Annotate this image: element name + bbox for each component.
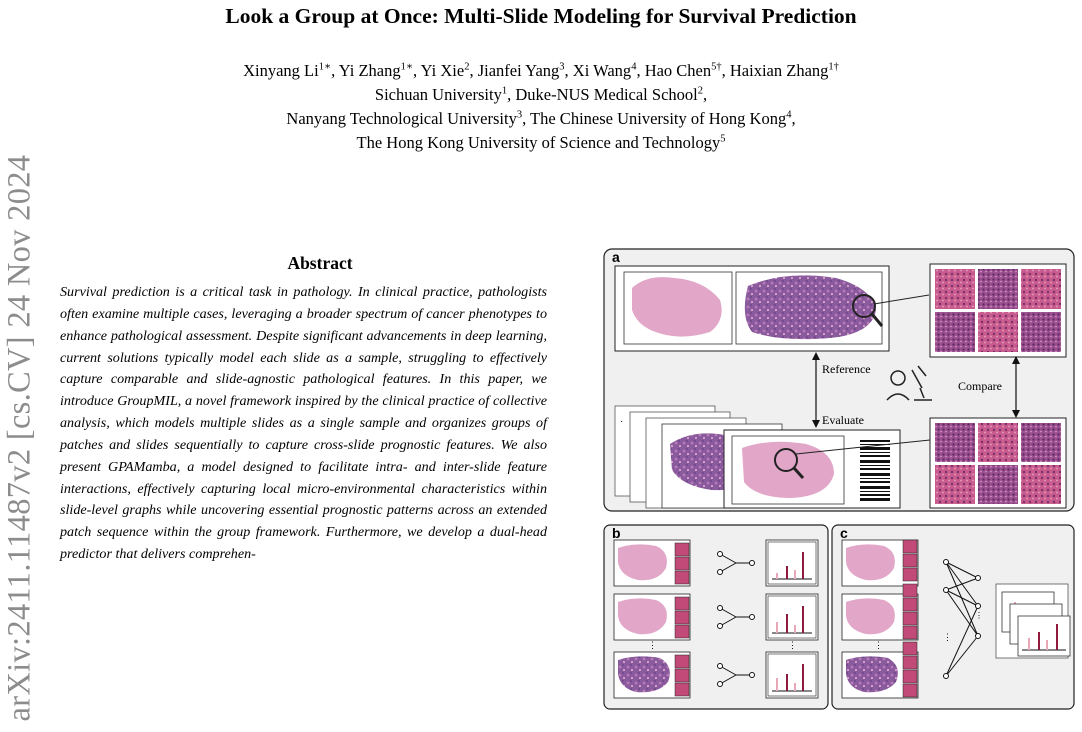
- overview-figure: a ··· Reference Evaluate: [603, 248, 1075, 710]
- affiliation-line-2: Nanyang Technological University3, The C…: [286, 109, 796, 128]
- affiliation-name-sup: 1: [501, 85, 508, 97]
- authors-line: Xinyang Li1∗, Yi Zhang1∗, Yi Xie2, Jianf…: [243, 61, 839, 80]
- arxiv-watermark[interactable]: arXiv:2411.11487v2 [cs.CV] 24 Nov 2024: [1, 154, 38, 722]
- affiliation-name: Duke-NUS Medical School: [515, 85, 698, 104]
- stacked-prediction-charts: [995, 583, 1071, 659]
- cross-slide-network: [943, 559, 981, 679]
- patch-grid-bottom: [935, 423, 1061, 504]
- author-name-sup: 1∗: [400, 61, 413, 73]
- svg-text:⋮: ⋮: [943, 632, 952, 642]
- panel-b-row-3: [613, 651, 819, 699]
- author-name-sup: 3: [559, 61, 565, 73]
- author-name: Yi Zhang: [338, 61, 401, 80]
- author-block: Xinyang Li1∗, Yi Zhang1∗, Yi Xie2, Jianf…: [0, 59, 1082, 155]
- affiliation-name: The Hong Kong University of Science and …: [356, 133, 721, 152]
- svg-text:⋮: ⋮: [874, 640, 883, 650]
- affiliation-line-1: Sichuan University1, Duke-NUS Medical Sc…: [374, 85, 708, 104]
- svg-text:⋮: ⋮: [975, 611, 983, 620]
- patch-grid-top: [935, 269, 1061, 352]
- panel-a: a ··· Reference Evaluate: [603, 248, 1075, 512]
- panel-a-label: a: [612, 249, 620, 265]
- author-name-sup: 5†: [711, 61, 722, 73]
- author-name: Haixian Zhang: [729, 61, 829, 80]
- magnifier-icon: [852, 294, 884, 327]
- reference-label: Reference: [822, 362, 871, 376]
- affiliation-name-sup: 5: [720, 133, 726, 145]
- compare-label: Compare: [958, 379, 1002, 393]
- author-name-sup: 1†: [828, 61, 839, 73]
- barcode-icon: [858, 438, 892, 504]
- affiliation-name: The Chinese University of Hong Kong: [530, 109, 787, 128]
- panel-c: c ⋮: [831, 524, 1075, 710]
- svg-text:⋮: ⋮: [648, 640, 657, 650]
- author-name-sup: 1∗: [318, 61, 332, 73]
- affiliation-name: Sichuan University: [374, 85, 502, 104]
- author-name: Hao Chen: [644, 61, 712, 80]
- author-name-sup: 4: [631, 61, 637, 73]
- affiliation-line-3: The Hong Kong University of Science and …: [0, 131, 1082, 155]
- thumbnail-slide-2: [744, 275, 876, 340]
- abstract-heading: Abstract: [287, 253, 353, 273]
- affiliation-name-sup: 4: [786, 109, 792, 121]
- panel-b-row-1: [613, 539, 819, 587]
- author-name: Xinyang Li: [243, 61, 319, 80]
- panel-b-row-2: [613, 593, 819, 641]
- affiliation-name: Nanyang Technological University: [286, 109, 517, 128]
- panel-c-label: c: [840, 525, 848, 541]
- thumbnail-slide-1: [632, 277, 722, 337]
- abstract-text: Survival prediction is a critical task i…: [60, 284, 547, 563]
- panel-b-label: b: [612, 525, 621, 541]
- panel-b: b: [603, 524, 829, 710]
- author-name: Yi Xie: [420, 61, 465, 80]
- author-name: Jianfei Yang: [477, 61, 560, 80]
- paper-title: Look a Group at Once: Multi-Slide Modeli…: [225, 4, 857, 28]
- evaluate-label: Evaluate: [822, 413, 864, 427]
- svg-text:⋮: ⋮: [788, 640, 797, 650]
- affiliation-name-sup: 3: [516, 109, 523, 121]
- author-name-sup: 2: [464, 61, 470, 73]
- svg-text:·: ·: [620, 416, 623, 427]
- magnifier-icon: [774, 448, 805, 480]
- affiliation-name-sup: 2: [697, 85, 703, 97]
- pathologist-microscope-icon: [886, 365, 932, 401]
- patch-column: [902, 539, 918, 698]
- author-name: Xi Wang: [572, 61, 632, 80]
